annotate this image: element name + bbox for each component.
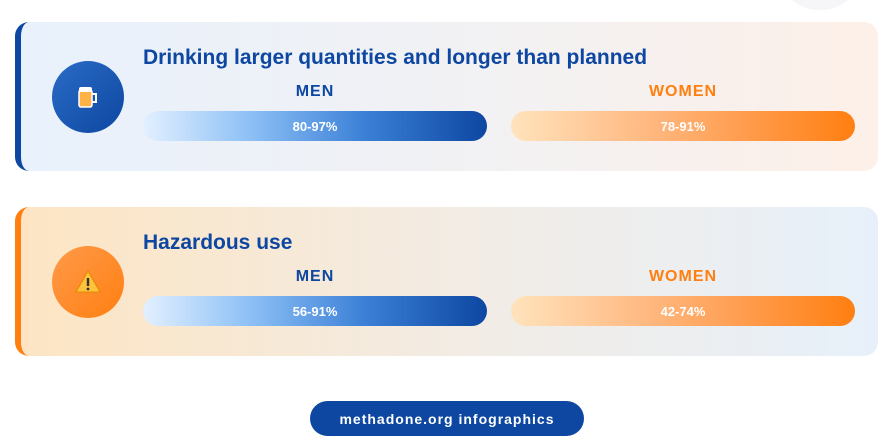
men-label: MEN	[295, 83, 335, 100]
footer-badge: methadone.org infographics	[310, 401, 584, 436]
stat-card: Drinking larger quantities and longer th…	[15, 22, 878, 171]
men-bar: 56-91%	[143, 296, 487, 326]
warning-icon	[75, 269, 101, 293]
stat-card: Hazardous use MEN WOMEN 56-91% 42-74%	[15, 207, 878, 356]
men-value: 80-97%	[292, 118, 338, 134]
mug-icon	[78, 87, 97, 108]
card-title: Hazardous use	[143, 231, 293, 254]
women-bar: 42-74%	[511, 296, 855, 326]
men-label: MEN	[295, 268, 335, 285]
women-bar: 78-91%	[511, 111, 855, 141]
women-value: 78-91%	[660, 118, 706, 134]
women-label: WOMEN	[648, 268, 718, 285]
women-label: WOMEN	[648, 83, 718, 100]
icon	[52, 246, 124, 318]
women-value: 42-74%	[660, 303, 706, 319]
icon	[52, 61, 124, 133]
men-bar: 80-97%	[143, 111, 487, 141]
men-value: 56-91%	[292, 303, 338, 319]
decoration	[785, 0, 855, 10]
card-title: Drinking larger quantities and longer th…	[143, 46, 648, 69]
